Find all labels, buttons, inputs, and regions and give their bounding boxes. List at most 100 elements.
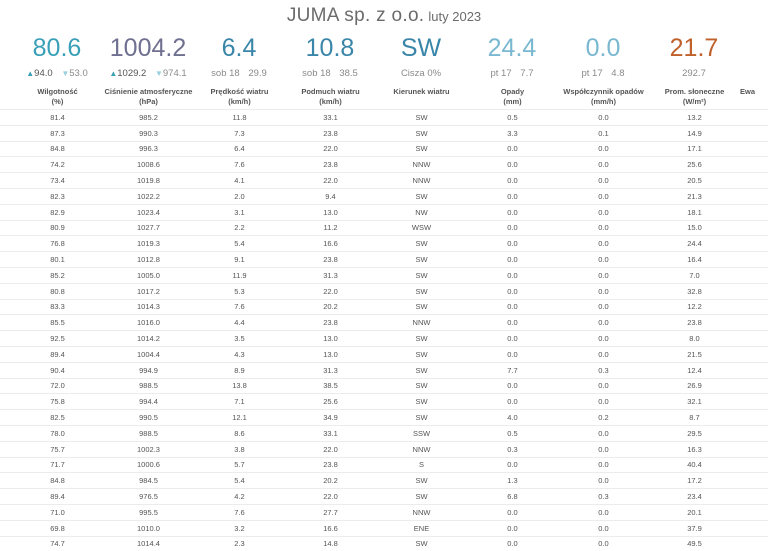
cell-humidity: 75.8 [12,394,103,410]
cell-precipitation: 0.0 [467,378,558,394]
cell-humidity: 74.7 [12,536,103,551]
cell-solar-radiation: 21.3 [649,188,740,204]
cell-humidity: 80.1 [12,252,103,268]
cell-wind-direction: NW [376,204,467,220]
cell-rain-rate: 0.0 [558,425,649,441]
cell-humidity: 80.9 [12,220,103,236]
cell-solar-radiation: 8.0 [649,331,740,347]
cell-solar-radiation: 8.7 [649,410,740,426]
cell-wind-direction: ENE [376,520,467,536]
row-spacer [0,157,12,173]
cell-evaporation [740,536,768,551]
cell-precipitation: 4.0 [467,410,558,426]
cell-pressure: 994.9 [103,362,194,378]
cell-pressure: 985.2 [103,110,194,126]
cell-wind-speed: 3.1 [194,204,285,220]
cell-evaporation [740,204,768,220]
cell-solar-radiation: 17.1 [649,141,740,157]
cell-solar-radiation: 32.8 [649,283,740,299]
cell-precipitation: 0.5 [467,425,558,441]
cell-wind-gust: 16.6 [285,236,376,252]
cell-humidity: 71.0 [12,504,103,520]
cell-solar-radiation: 25.6 [649,157,740,173]
cell-wind-direction: SW [376,267,467,283]
cell-precipitation: 0.0 [467,252,558,268]
cell-pressure: 1017.2 [103,283,194,299]
cell-evaporation [740,489,768,505]
cell-wind-direction: SW [376,299,467,315]
cell-precipitation: 0.0 [467,457,558,473]
cell-rain-rate: 0.0 [558,520,649,536]
cell-solar-radiation: 24.4 [649,236,740,252]
cell-pressure: 1022.2 [103,188,194,204]
cell-wind-speed: 12.1 [194,410,285,426]
cell-wind-speed: 5.3 [194,283,285,299]
cell-evaporation [740,173,768,189]
cell-solar-radiation: 21.5 [649,346,740,362]
cell-evaporation [740,504,768,520]
stat-rain-rate-date: pt 17 [582,68,603,79]
cell-rain-rate: 0.0 [558,315,649,331]
cell-wind-speed: 3.8 [194,441,285,457]
stat-calm-percent: Cisza 0% [401,68,441,79]
cell-precipitation: 0.0 [467,204,558,220]
header-label: Podmuch wiatru [285,87,376,97]
row-spacer [0,520,12,536]
cell-wind-direction: SW [376,252,467,268]
cell-pressure: 1027.7 [103,220,194,236]
stat-wind-gust-max: 38.5 [339,68,358,79]
cell-precipitation: 0.0 [467,157,558,173]
cell-pressure: 1019.3 [103,236,194,252]
header-label: Kierunek wiatru [376,87,467,97]
cell-evaporation [740,473,768,489]
header-solar-radiation: Prom. słoneczne(W/m²) [649,87,740,110]
cell-evaporation [740,252,768,268]
cell-wind-direction: SW [376,473,467,489]
cell-wind-direction: SW [376,188,467,204]
row-spacer [0,346,12,362]
cell-wind-gust: 22.0 [285,173,376,189]
cell-rain-rate: 0.0 [558,441,649,457]
cell-wind-speed: 11.8 [194,110,285,126]
header-label: Opady [467,87,558,97]
cell-wind-gust: 16.6 [285,520,376,536]
header-unit: (km/h) [194,97,285,107]
cell-wind-gust: 14.8 [285,536,376,551]
cell-wind-direction: NNW [376,173,467,189]
cell-evaporation [740,378,768,394]
cell-pressure: 1008.6 [103,157,194,173]
header-unit: (mm) [467,97,558,107]
cell-wind-speed: 3.5 [194,331,285,347]
cell-wind-direction: SW [376,378,467,394]
row-spacer [0,252,12,268]
cell-solar-radiation: 16.4 [649,252,740,268]
cell-wind-direction: SW [376,110,467,126]
company-name: JUMA sp. z o.o. [287,5,425,26]
cell-humidity: 69.8 [12,520,103,536]
stat-precipitation-date: pt 17 [491,68,512,79]
cell-precipitation: 3.3 [467,125,558,141]
row-spacer [0,457,12,473]
cell-wind-direction: NNW [376,157,467,173]
cell-humidity: 82.3 [12,188,103,204]
arrow-down-icon: ▼ [155,69,163,78]
cell-precipitation: 1.3 [467,473,558,489]
cell-wind-direction: SW [376,141,467,157]
cell-wind-speed: 7.6 [194,157,285,173]
cell-wind-gust: 34.9 [285,410,376,426]
stat-pressure-max: 1029.2 [117,68,146,79]
header-unit: (%) [12,97,103,107]
cell-wind-gust: 31.3 [285,267,376,283]
stat-solar-radiation: 21.7 292.7 [634,34,754,80]
row-spacer [0,489,12,505]
row-spacer [0,425,12,441]
cell-wind-gust: 25.6 [285,394,376,410]
